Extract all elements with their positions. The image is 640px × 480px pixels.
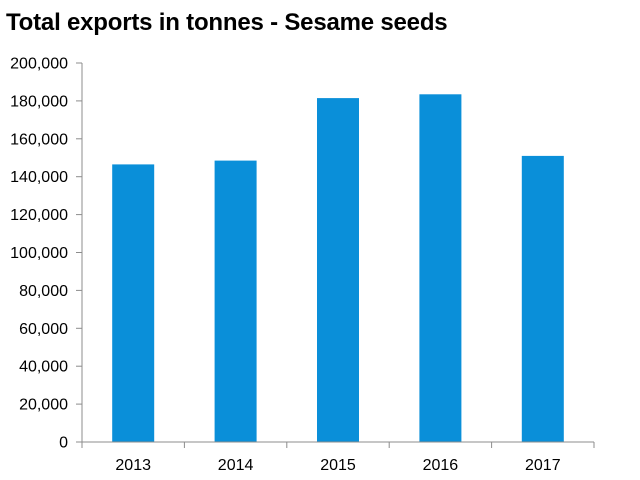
y-tick-label: 40,000 — [19, 359, 68, 376]
y-tick-label: 60,000 — [19, 321, 68, 338]
x-tick-label-2014: 2014 — [218, 457, 254, 474]
y-tick-label: 80,000 — [19, 283, 68, 300]
x-tick-label-2015: 2015 — [320, 457, 356, 474]
bar-2017 — [521, 155, 564, 442]
bar-2015 — [317, 98, 359, 442]
bars-group — [112, 94, 564, 443]
bar-2016 — [419, 94, 462, 443]
y-tick-label: 140,000 — [10, 169, 68, 186]
bar-2013 — [112, 164, 155, 442]
y-tick-label: 20,000 — [19, 397, 68, 414]
y-tick-label: 0 — [59, 435, 68, 452]
bar-2014 — [214, 160, 257, 442]
y-tick-label: 100,000 — [10, 245, 68, 262]
axes-group — [76, 62, 595, 448]
x-tick-label-2013: 2013 — [115, 457, 151, 474]
tick-labels-group: 0 20,000 40,000 60,000 80,000 100,000 120,000 1… — [10, 56, 561, 475]
y-tick-label: 160,000 — [10, 131, 68, 148]
y-tick-label: 200,000 — [10, 56, 68, 73]
y-tick-label: 120,000 — [10, 207, 68, 224]
x-tick-label-2016: 2016 — [423, 457, 459, 474]
chart-title: Total exports in tonnes - Sesame seeds — [6, 9, 448, 36]
y-tick-label: 180,000 — [10, 93, 68, 110]
x-tick-label-2017: 2017 — [525, 457, 561, 474]
